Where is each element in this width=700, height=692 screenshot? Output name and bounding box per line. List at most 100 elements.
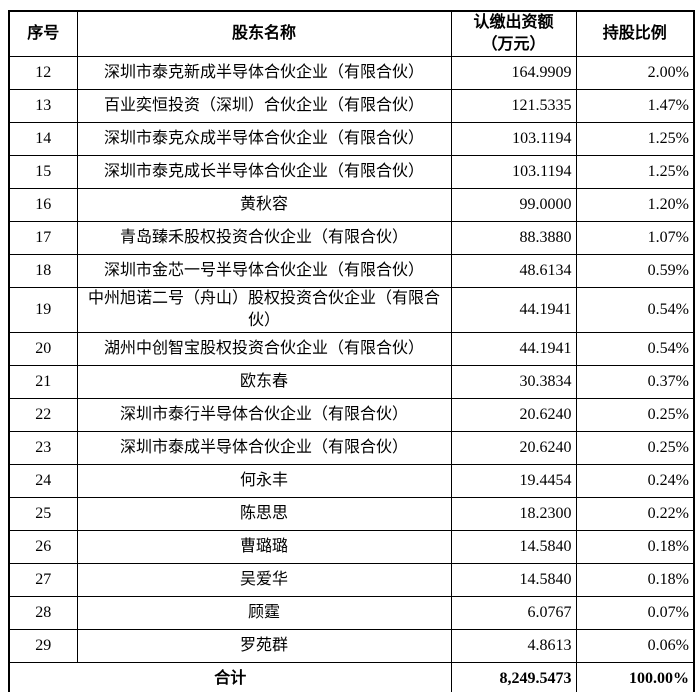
cell-shareholder-name: 中州旭诺二号（舟山）股权投资合伙企业（有限合伙） [76,287,452,333]
cell-ratio: 0.06% [575,629,695,663]
cell-ratio: 0.54% [575,332,695,366]
table-row: 12 深圳市泰克新成半导体合伙企业（有限合伙） 164.9909 2.00% [8,56,695,90]
table-row: 14 深圳市泰克众成半导体合伙企业（有限合伙） 103.1194 1.25% [8,122,695,156]
cell-ratio: 0.54% [575,287,695,333]
cell-index: 14 [8,122,78,156]
header-cell-subscribed-capital: 认缴出资额 （万元） [450,10,577,57]
cell-shareholder-name: 罗苑群 [76,629,452,663]
cell-amount: 99.0000 [450,188,577,222]
cell-index: 25 [8,497,78,531]
table-row: 22 深圳市泰行半导体合伙企业（有限合伙） 20.6240 0.25% [8,398,695,432]
cell-amount: 19.4454 [450,464,577,498]
cell-ratio: 1.07% [575,221,695,255]
cell-shareholder-name: 陈思思 [76,497,452,531]
cell-index: 18 [8,254,78,288]
cell-amount: 6.0767 [450,596,577,630]
cell-amount: 88.3880 [450,221,577,255]
cell-index: 21 [8,365,78,399]
cell-index: 16 [8,188,78,222]
cell-ratio: 0.18% [575,530,695,564]
cell-shareholder-name: 深圳市泰克成长半导体合伙企业（有限合伙） [76,155,452,189]
cell-ratio: 1.25% [575,122,695,156]
cell-ratio: 2.00% [575,56,695,90]
cell-amount: 18.2300 [450,497,577,531]
table-row: 18 深圳市金芯一号半导体合伙企业（有限合伙） 48.6134 0.59% [8,254,695,288]
cell-index: 26 [8,530,78,564]
table-row: 23 深圳市泰成半导体合伙企业（有限合伙） 20.6240 0.25% [8,431,695,465]
table-row: 24 何永丰 19.4454 0.24% [8,464,695,498]
table-row: 15 深圳市泰克成长半导体合伙企业（有限合伙） 103.1194 1.25% [8,155,695,189]
cell-amount: 121.5335 [450,89,577,123]
cell-amount: 20.6240 [450,431,577,465]
cell-amount: 20.6240 [450,398,577,432]
total-row: 合计 8,249.5473 100.00% [8,662,695,692]
cell-index: 22 [8,398,78,432]
cell-amount: 44.1941 [450,332,577,366]
cell-shareholder-name: 曹璐璐 [76,530,452,564]
header-row: 序号 股东名称 认缴出资额 （万元） 持股比例 [8,10,695,57]
cell-amount: 4.8613 [450,629,577,663]
cell-index: 19 [8,287,78,333]
cell-ratio: 0.37% [575,365,695,399]
cell-index: 15 [8,155,78,189]
table-row: 17 青岛臻禾股权投资合伙企业（有限合伙） 88.3880 1.07% [8,221,695,255]
table-row: 21 欧东春 30.3834 0.37% [8,365,695,399]
cell-ratio: 0.25% [575,431,695,465]
cell-index: 24 [8,464,78,498]
cell-amount: 103.1194 [450,155,577,189]
table-row: 19 中州旭诺二号（舟山）股权投资合伙企业（有限合伙） 44.1941 0.54% [8,287,695,333]
cell-index: 12 [8,56,78,90]
cell-shareholder-name: 黄秋容 [76,188,452,222]
table-footer: 合计 8,249.5473 100.00% [8,662,695,692]
cell-ratio: 0.25% [575,398,695,432]
cell-shareholder-name: 吴爱华 [76,563,452,597]
shareholder-table: 序号 股东名称 认缴出资额 （万元） 持股比例 12 深圳市泰克新成半导体合伙企业… [8,10,695,692]
cell-shareholder-name: 深圳市金芯一号半导体合伙企业（有限合伙） [76,254,452,288]
table-row: 26 曹璐璐 14.5840 0.18% [8,530,695,564]
table-row: 29 罗苑群 4.8613 0.06% [8,629,695,663]
table-row: 20 湖州中创智宝股权投资合伙企业（有限合伙） 44.1941 0.54% [8,332,695,366]
table-row: 25 陈思思 18.2300 0.22% [8,497,695,531]
cell-ratio: 0.59% [575,254,695,288]
cell-shareholder-name: 顾霆 [76,596,452,630]
cell-shareholder-name: 青岛臻禾股权投资合伙企业（有限合伙） [76,221,452,255]
table-row: 16 黄秋容 99.0000 1.20% [8,188,695,222]
cell-amount: 14.5840 [450,530,577,564]
cell-shareholder-name: 何永丰 [76,464,452,498]
cell-ratio: 0.18% [575,563,695,597]
total-amount: 8,249.5473 [450,662,577,692]
cell-index: 27 [8,563,78,597]
cell-ratio: 0.22% [575,497,695,531]
cell-ratio: 1.25% [575,155,695,189]
cell-amount: 44.1941 [450,287,577,333]
cell-shareholder-name: 深圳市泰行半导体合伙企业（有限合伙） [76,398,452,432]
table-row: 27 吴爱华 14.5840 0.18% [8,563,695,597]
cell-shareholder-name: 湖州中创智宝股权投资合伙企业（有限合伙） [76,332,452,366]
cell-ratio: 0.07% [575,596,695,630]
cell-amount: 30.3834 [450,365,577,399]
cell-amount: 103.1194 [450,122,577,156]
table-body: 12 深圳市泰克新成半导体合伙企业（有限合伙） 164.9909 2.00% 13 百业奕… [8,56,695,663]
cell-shareholder-name: 深圳市泰克新成半导体合伙企业（有限合伙） [76,56,452,90]
header-cell-index: 序号 [8,10,78,57]
cell-index: 23 [8,431,78,465]
cell-shareholder-name: 欧东春 [76,365,452,399]
cell-index: 17 [8,221,78,255]
cell-index: 20 [8,332,78,366]
cell-index: 29 [8,629,78,663]
cell-ratio: 0.24% [575,464,695,498]
total-ratio: 100.00% [575,662,695,692]
cell-amount: 14.5840 [450,563,577,597]
header-cell-shareholder-name: 股东名称 [76,10,452,57]
cell-amount: 48.6134 [450,254,577,288]
cell-index: 13 [8,89,78,123]
table-header: 序号 股东名称 认缴出资额 （万元） 持股比例 [8,10,695,57]
header-cell-shareholding-ratio: 持股比例 [575,10,695,57]
cell-shareholder-name: 百业奕恒投资（深圳）合伙企业（有限合伙） [76,89,452,123]
cell-ratio: 1.20% [575,188,695,222]
table-row: 13 百业奕恒投资（深圳）合伙企业（有限合伙） 121.5335 1.47% [8,89,695,123]
cell-index: 28 [8,596,78,630]
table-row: 28 顾霆 6.0767 0.07% [8,596,695,630]
cell-shareholder-name: 深圳市泰成半导体合伙企业（有限合伙） [76,431,452,465]
